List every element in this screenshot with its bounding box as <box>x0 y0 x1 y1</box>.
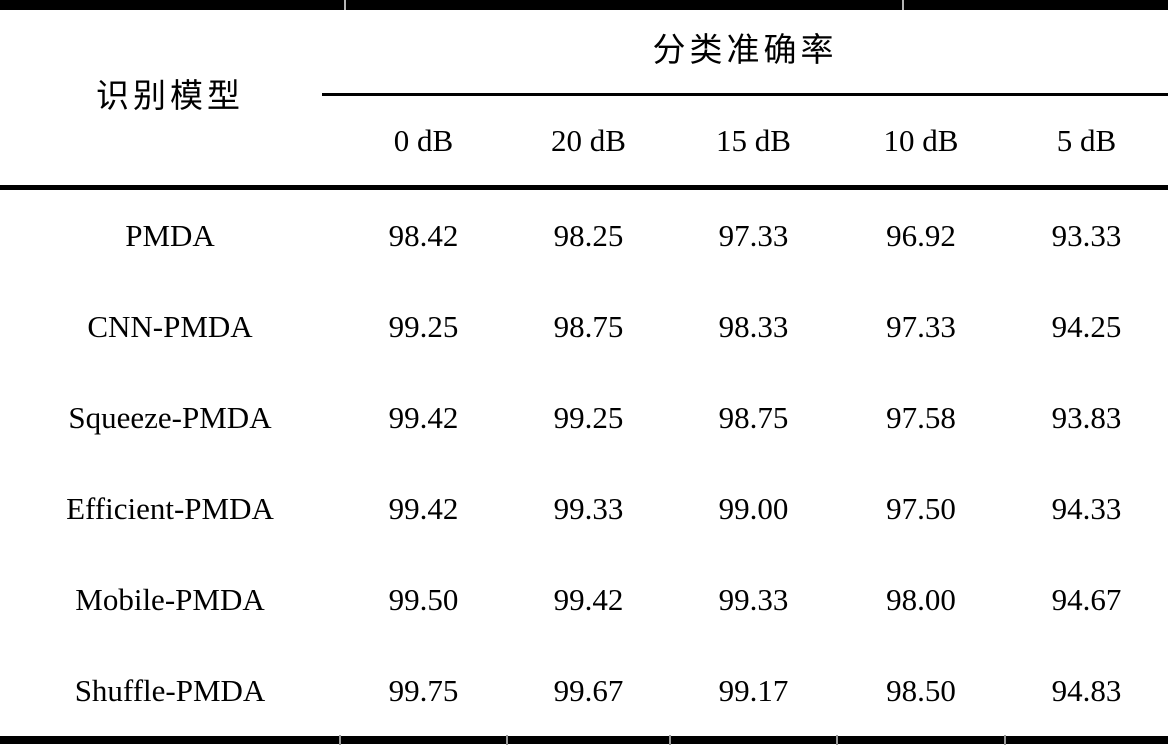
column-header-5db: 5 dB <box>1056 123 1117 158</box>
value-cell: 99.67 <box>553 673 624 708</box>
value-cell: 98.75 <box>553 309 624 344</box>
value-cell: 98.75 <box>718 400 789 435</box>
value-cell: 99.50 <box>388 582 459 617</box>
column-header-row: 0 dB 20 dB 15 dB 10 dB 5 dB <box>340 96 1168 185</box>
value-cell: 99.17 <box>718 673 789 708</box>
value-cell: 98.33 <box>718 309 789 344</box>
value-cell: 99.42 <box>388 400 459 435</box>
value-cell: 99.42 <box>388 491 459 526</box>
row-header-label: 识别模型 <box>96 79 244 115</box>
value-cell: 99.00 <box>718 491 789 526</box>
column-boundary-tick <box>339 735 341 745</box>
group-header-underline-rule <box>322 93 1168 96</box>
value-cell: 97.50 <box>886 491 956 526</box>
model-name-cell: Mobile-PMDA <box>75 582 265 617</box>
model-name-cell: Shuffle-PMDA <box>74 673 266 708</box>
value-cell: 94.67 <box>1051 582 1122 617</box>
column-boundary-tick <box>506 735 508 745</box>
value-cell: 96.92 <box>886 218 956 253</box>
value-cell: 94.33 <box>1051 491 1122 526</box>
column-header-10db: 10 dB <box>883 123 959 158</box>
value-cell: 97.33 <box>886 309 956 344</box>
value-cell: 99.25 <box>388 309 459 344</box>
value-cell: 99.33 <box>718 582 789 617</box>
column-boundary-tick <box>344 0 346 10</box>
value-cell: 98.50 <box>886 673 956 708</box>
value-cell: 98.00 <box>886 582 956 617</box>
value-cell: 99.25 <box>553 400 624 435</box>
value-cell: 93.83 <box>1051 400 1122 435</box>
model-name-cell: PMDA <box>125 218 215 253</box>
value-cell: 97.33 <box>718 218 789 253</box>
group-header-label: 分类准确率 <box>652 33 838 69</box>
value-cell: 94.25 <box>1051 309 1122 344</box>
row-header-cell: 识别模型 <box>0 10 340 185</box>
model-name-cell: Efficient-PMDA <box>66 491 274 526</box>
column-boundary-tick <box>902 0 904 10</box>
value-cell: 93.33 <box>1051 218 1122 253</box>
model-name-cell: CNN-PMDA <box>87 309 253 344</box>
value-cell: 99.75 <box>388 673 459 708</box>
column-boundary-tick <box>1004 735 1006 745</box>
model-name-cell: Squeeze-PMDA <box>68 400 272 435</box>
table-body: PMDA 98.42 98.25 97.33 96.92 93.33 CNN-P… <box>0 190 1168 736</box>
column-header-0db: 0 dB <box>393 123 454 158</box>
header-separator-rule <box>0 185 1168 190</box>
table-bottom-rule <box>0 736 1168 744</box>
table-top-rule <box>0 0 1168 10</box>
column-boundary-tick <box>669 735 671 745</box>
value-cell: 99.33 <box>553 491 624 526</box>
value-cell: 99.42 <box>553 582 624 617</box>
column-boundary-tick <box>836 735 838 745</box>
group-header-cell: 分类准确率 <box>322 10 1168 93</box>
value-cell: 94.83 <box>1051 673 1122 708</box>
column-header-15db: 15 dB <box>716 123 791 158</box>
value-cell: 98.25 <box>553 218 624 253</box>
column-header-20db: 20 dB <box>551 123 626 158</box>
value-cell: 98.42 <box>388 218 459 253</box>
value-cell: 97.58 <box>886 400 956 435</box>
